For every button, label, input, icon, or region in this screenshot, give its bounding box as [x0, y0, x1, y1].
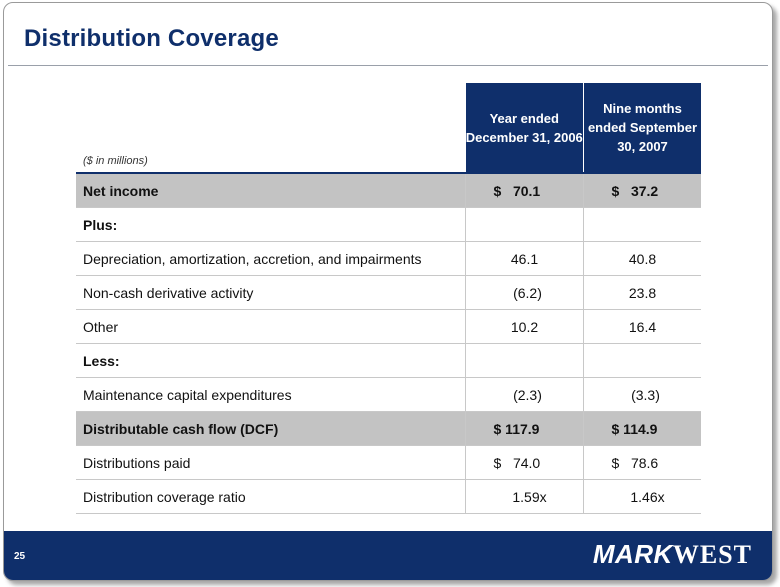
empty-cell	[583, 207, 701, 242]
value-2007: $ 114.9	[611, 420, 658, 437]
column-header-2007: Nine months ended September 30, 2007	[583, 83, 701, 173]
table-row-non-cash-derivative: Non-cash derivative activity (6.2) 23.8	[76, 275, 701, 310]
column-header-2006: Year ended December 31, 2006	[465, 83, 584, 173]
row-label: Depreciation, amortization, accretion, a…	[76, 241, 466, 276]
slide: Distribution Coverage ($ in millions) Ye…	[3, 2, 773, 581]
footer-bar: 25 MARKWEST	[4, 531, 772, 580]
empty-cell	[465, 343, 584, 378]
value-2006: $ 117.9	[493, 420, 540, 437]
value-2006: 10.2	[510, 318, 539, 335]
table-row-plus: Plus:	[76, 207, 701, 242]
logo-west-text: WEST	[672, 540, 752, 569]
value-2006: $ 70.1	[493, 182, 541, 199]
value-2007: (3.3)	[631, 386, 660, 403]
table-row-depreciation: Depreciation, amortization, accretion, a…	[76, 241, 701, 276]
table-row-other: Other 10.2 16.4	[76, 309, 701, 344]
page-number: 25	[14, 551, 26, 562]
value-2006: 46.1	[510, 250, 539, 267]
section-label: Less:	[76, 343, 466, 378]
row-label: Distribution coverage ratio	[76, 479, 466, 514]
value-2007: 40.8	[628, 250, 657, 267]
table-row-net-income: Net income $ 70.1 $ 37.2	[76, 172, 701, 208]
row-label: Maintenance capital expenditures	[76, 377, 466, 412]
value-2006: (6.2)	[513, 284, 542, 301]
logo-mark-text: MARK	[592, 539, 673, 569]
table-header-row: ($ in millions) Year ended December 31, …	[76, 83, 701, 173]
empty-cell	[583, 343, 701, 378]
empty-cell	[465, 207, 584, 242]
slide-title: Distribution Coverage	[24, 25, 279, 52]
row-label: Net income	[76, 172, 466, 208]
value-2007: $ 37.2	[611, 182, 659, 199]
value-2006: 1.59x	[512, 488, 547, 505]
table-row-dcf: Distributable cash flow (DCF) $ 117.9 $ …	[76, 411, 701, 446]
title-divider	[8, 65, 768, 66]
value-2007: 16.4	[628, 318, 657, 335]
value-2007: $ 78.6	[611, 454, 659, 471]
table-row-maintenance-capex: Maintenance capital expenditures (2.3) (…	[76, 377, 701, 412]
units-note: ($ in millions)	[83, 155, 148, 167]
section-label: Plus:	[76, 207, 466, 242]
row-label: Distributions paid	[76, 445, 466, 480]
value-2006: $ 74.0	[493, 454, 541, 471]
row-label: Distributable cash flow (DCF)	[76, 411, 466, 446]
table-row-coverage-ratio: Distribution coverage ratio 1.59x 1.46x	[76, 479, 701, 514]
row-label: Other	[76, 309, 466, 344]
distribution-coverage-table: ($ in millions) Year ended December 31, …	[76, 83, 701, 514]
row-label: Non-cash derivative activity	[76, 275, 466, 310]
table-row-distributions-paid: Distributions paid $ 74.0 $ 78.6	[76, 445, 701, 480]
value-2007: 23.8	[628, 284, 657, 301]
markwest-logo: MARKWEST	[593, 539, 752, 570]
value-2006: (2.3)	[513, 386, 542, 403]
table-row-less: Less:	[76, 343, 701, 378]
value-2007: 1.46x	[630, 488, 665, 505]
